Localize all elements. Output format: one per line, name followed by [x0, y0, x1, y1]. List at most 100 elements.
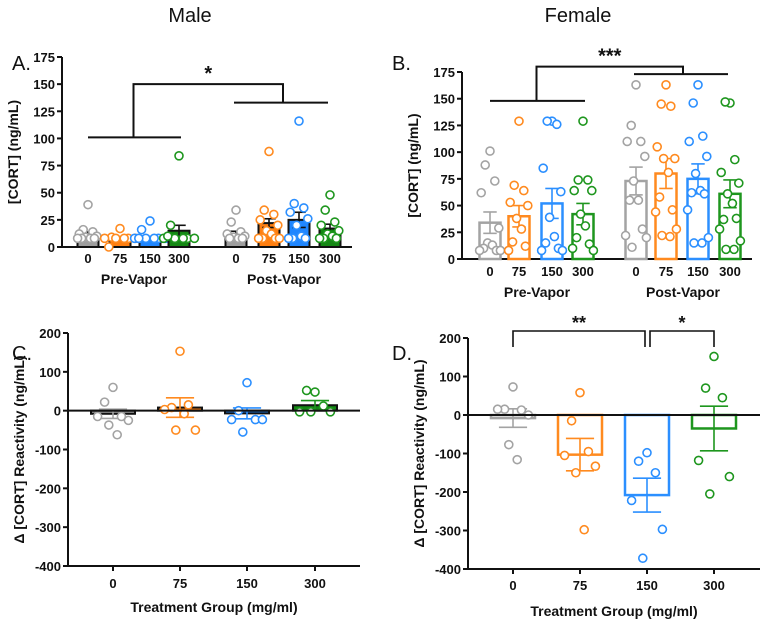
- y-tick-label: -200: [435, 485, 461, 500]
- data-point-orange: [183, 400, 194, 410]
- data-point-blue: [540, 238, 551, 248]
- y-tick-label: -200: [35, 481, 61, 496]
- data-point-green: [586, 185, 597, 196]
- x-tick-label: 300: [703, 578, 725, 593]
- data-point-blue: [682, 205, 693, 215]
- data-point-orange: [667, 205, 678, 215]
- data-point-green: [301, 385, 312, 396]
- data-point-gray: [226, 217, 236, 227]
- data-point-gray: [116, 411, 127, 422]
- data-point-gray: [627, 242, 637, 253]
- y-tick-label: 100: [39, 365, 61, 380]
- data-point-orange: [518, 185, 529, 196]
- data-point-green: [294, 407, 305, 417]
- data-point-gray: [635, 136, 646, 147]
- x-tick-label: 150: [687, 264, 709, 279]
- data-point-gray: [641, 232, 652, 243]
- data-point-green: [722, 189, 733, 199]
- data-point-orange: [505, 197, 516, 208]
- data-point-orange: [575, 387, 585, 398]
- data-point-orange: [566, 415, 577, 426]
- data-point-gray: [637, 224, 648, 234]
- data-point-orange: [658, 153, 669, 164]
- data-point-gray: [89, 233, 100, 244]
- data-point-blue: [226, 414, 237, 425]
- data-point-green: [727, 198, 738, 209]
- data-point-green: [718, 214, 729, 225]
- data-point-blue: [693, 80, 703, 90]
- data-point-green: [716, 167, 727, 178]
- data-point-blue: [689, 238, 699, 248]
- data-point-gray: [628, 176, 639, 186]
- data-point-green: [316, 220, 327, 231]
- y-tick-label: 100: [33, 131, 55, 146]
- data-point-gray: [112, 429, 122, 440]
- y-tick-label: 200: [439, 331, 461, 346]
- panel-label: A.: [12, 53, 31, 75]
- data-point-gray: [512, 454, 523, 465]
- data-point-green: [163, 231, 173, 241]
- bracket-main: [535, 65, 684, 101]
- data-point-orange: [520, 241, 531, 251]
- y-tick-label: 0: [54, 404, 61, 419]
- data-point-blue: [555, 186, 566, 197]
- data-point-green: [693, 455, 704, 466]
- y-tick-label: -400: [435, 562, 461, 577]
- data-point-orange: [590, 461, 601, 472]
- data-point-blue: [626, 495, 637, 506]
- y-tick-label: 75: [441, 172, 455, 187]
- data-point-orange: [159, 404, 170, 415]
- data-point-blue: [283, 233, 294, 244]
- data-point-gray: [476, 187, 487, 198]
- data-point-green: [724, 471, 735, 482]
- data-point-green: [165, 220, 176, 231]
- data-point-blue: [291, 220, 302, 231]
- column-title-female: Female: [545, 5, 612, 27]
- data-point-blue: [302, 213, 313, 224]
- panel-label: C.: [12, 343, 32, 365]
- data-point-orange: [665, 231, 675, 242]
- x-tick-label: 0: [509, 578, 516, 593]
- column-title-male: Male: [168, 5, 211, 27]
- x-tick-label: 150: [139, 251, 161, 266]
- data-point-orange: [522, 200, 533, 211]
- data-point-orange: [652, 142, 663, 152]
- data-point-green: [580, 221, 591, 231]
- data-point-green: [331, 233, 342, 244]
- x-axis-label: Treatment Group (mg/ml): [530, 603, 697, 619]
- y-tick-label: 25: [441, 225, 455, 240]
- y-tick-label: 0: [48, 240, 55, 255]
- data-point-orange: [272, 220, 283, 231]
- x-tick-label: 300: [168, 251, 190, 266]
- data-point-green: [709, 351, 719, 362]
- data-point-gray: [631, 80, 641, 90]
- data-point-gray: [492, 404, 503, 415]
- data-point-gray: [123, 415, 134, 426]
- data-point-green: [704, 489, 715, 499]
- comparison-label: **: [572, 313, 586, 333]
- data-point-orange: [509, 180, 520, 191]
- significance-label: *: [204, 63, 212, 85]
- data-point-orange: [190, 425, 201, 435]
- data-point-green: [714, 224, 725, 234]
- data-point-green: [305, 407, 316, 417]
- data-point-green: [578, 116, 588, 126]
- data-point-orange: [175, 346, 185, 357]
- x-tick-label: 0: [84, 251, 91, 266]
- data-point-gray: [620, 230, 631, 241]
- data-point-blue: [538, 163, 549, 173]
- y-tick-label: -100: [35, 443, 61, 458]
- y-tick-label: 0: [454, 408, 461, 423]
- data-point-gray: [231, 205, 241, 215]
- y-tick-label: 175: [33, 50, 55, 65]
- data-point-gray: [516, 405, 527, 415]
- y-tick-label: 150: [33, 77, 55, 92]
- panel-label: D.: [392, 343, 412, 365]
- bracket-main: [132, 83, 284, 138]
- data-point-green: [573, 175, 584, 185]
- data-point-orange: [650, 207, 661, 217]
- group-label: Post-Vapor: [646, 284, 720, 300]
- significance-label: ***: [598, 46, 622, 68]
- data-point-gray: [622, 136, 633, 147]
